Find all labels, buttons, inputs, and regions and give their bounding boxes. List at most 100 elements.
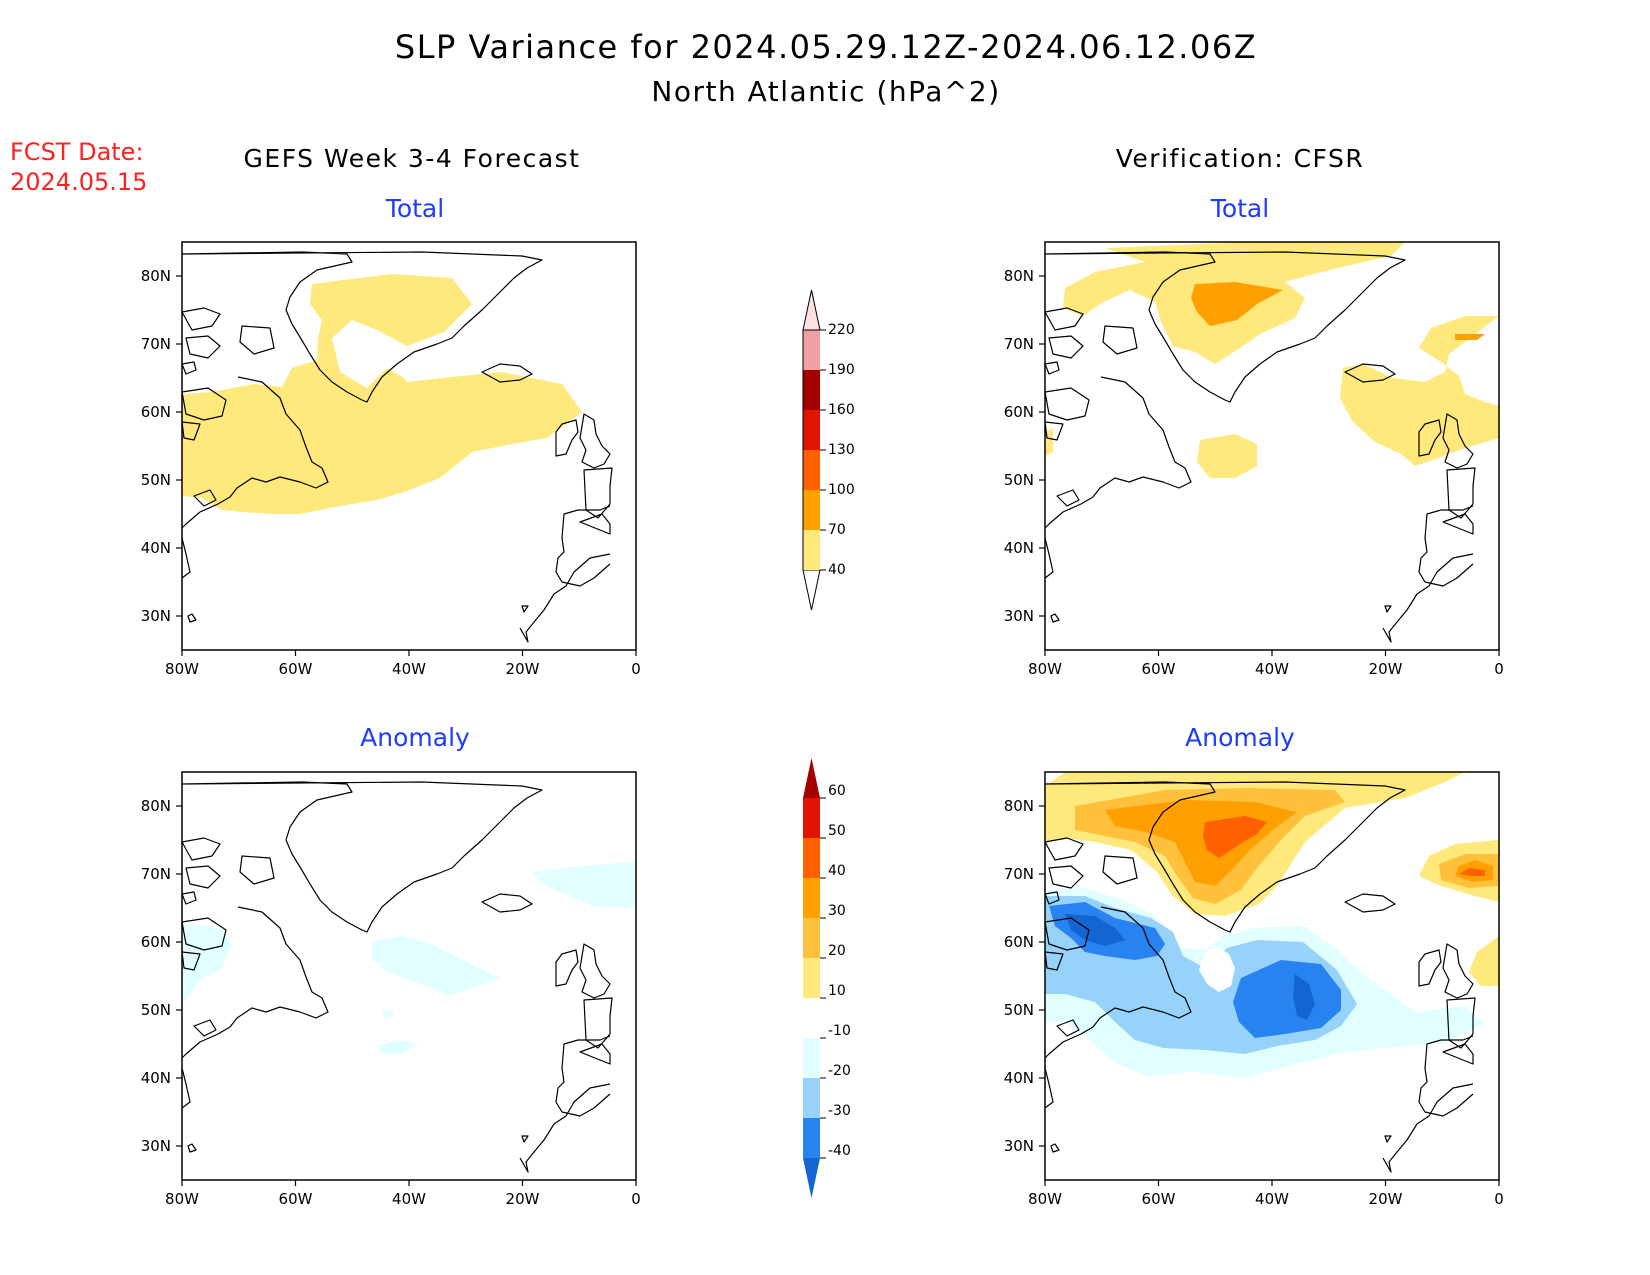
contour-40-70 (1340, 316, 1499, 466)
colorbar-tick-label: 70 (828, 522, 846, 538)
lat-tick-label: 50N (1004, 1001, 1034, 1019)
contour-neg10-neg20 (378, 1040, 418, 1054)
lat-tick-label: 70N (141, 865, 171, 883)
colorbar-end-triangle (802, 569, 821, 611)
colorbar-tick-label: 100 (828, 482, 855, 498)
lat-tick-label: 30N (1004, 607, 1034, 625)
panel-title-verification-anomaly: Anomaly (1185, 723, 1295, 752)
colorbar-swatch (803, 958, 820, 998)
colorbar-swatch (803, 1038, 820, 1078)
panel-forecast-anomaly: Anomaly 80W 60W 40W 20W 0 80N 70N 60N 50N 40N 30N (141, 723, 641, 1208)
lon-tick-label: 80W (165, 660, 199, 678)
colorbar-tick-label: 20 (828, 943, 846, 959)
colorbar-tick-label: 60 (828, 783, 846, 799)
colorbar-swatch (803, 1078, 820, 1118)
contour-40-70 (1197, 434, 1257, 478)
lon-tick-label: 20W (1369, 1190, 1403, 1208)
panel-title-forecast-total: Total (385, 194, 444, 223)
colorbar-swatch (803, 1118, 820, 1158)
lon-tick-label: 40W (392, 1190, 426, 1208)
lat-tick-label: 40N (141, 1069, 171, 1087)
colorbar-total: 40 70 100 130 160 190 220 (802, 289, 855, 611)
contour-neg10-neg20 (382, 1010, 394, 1018)
colorbar-tick-label: 160 (828, 402, 855, 418)
colorbar-tick-label: -30 (828, 1103, 851, 1119)
lat-tick-label: 50N (141, 1001, 171, 1019)
lat-tick-label: 40N (1004, 1069, 1034, 1087)
colorbar-tick-label: -10 (828, 1023, 851, 1039)
contour-70-100 (1455, 334, 1485, 340)
colorbar-tick-label: 40 (828, 562, 846, 578)
lat-tick-label: 60N (141, 933, 171, 951)
contour-40-50 (1203, 816, 1267, 858)
shaded-field (182, 862, 636, 1054)
lat-tick-label: 60N (1004, 403, 1034, 421)
contour-70-100 (1191, 282, 1283, 326)
colorbar-tick-label: 40 (828, 863, 846, 879)
lon-tick-label: 20W (506, 660, 540, 678)
colorbar-tick-label: -20 (828, 1063, 851, 1079)
lat-tick-label: 80N (1004, 267, 1034, 285)
contour-neg30-neg40 (1233, 960, 1341, 1038)
colorbar-swatch (803, 530, 820, 570)
colorbar-tick-label: 190 (828, 362, 855, 378)
lon-tick-label: 0 (631, 660, 641, 678)
lat-tick-label: 50N (1004, 471, 1034, 489)
lat-tick-label: 30N (141, 607, 171, 625)
lat-tick-label: 40N (1004, 539, 1034, 557)
lon-tick-label: 80W (1028, 660, 1062, 678)
shaded-field (182, 274, 582, 514)
contour-neg10-neg20 (532, 862, 636, 908)
colorbar-tick-label: 50 (828, 823, 846, 839)
colorbar-swatch (803, 490, 820, 530)
contour-neg10-neg20 (372, 936, 500, 996)
colorbar-end-triangle (803, 758, 820, 798)
contour-40-70 (182, 274, 582, 514)
lat-tick-label: 80N (141, 797, 171, 815)
colorbar-swatch (803, 838, 820, 878)
lon-tick-label: 60W (279, 1190, 313, 1208)
lat-tick-label: 40N (141, 539, 171, 557)
lon-tick-label: 80W (1028, 1190, 1062, 1208)
colorbar-tick-label: 10 (828, 983, 846, 999)
lon-tick-label: 0 (631, 1190, 641, 1208)
colorbar-tick-label: 130 (828, 442, 855, 458)
main-title: SLP Variance for 2024.05.29.12Z-2024.06.… (395, 28, 1257, 66)
main-subtitle: North Atlantic (hPa^2) (651, 75, 1000, 108)
lon-tick-label: 0 (1494, 660, 1504, 678)
left-column-title: GEFS Week 3-4 Forecast (244, 144, 581, 173)
contour-10-20 (1469, 936, 1499, 986)
fcst-date-label: FCST Date: (10, 138, 144, 166)
lat-tick-label: 70N (141, 335, 171, 353)
colorbar-swatch (803, 998, 820, 1038)
lat-tick-label: 80N (141, 267, 171, 285)
lon-tick-label: 40W (1255, 660, 1289, 678)
colorbar-swatch (803, 330, 820, 370)
lat-tick-label: 70N (1004, 335, 1034, 353)
fcst-date-value: 2024.05.15 (10, 168, 147, 196)
contour-below-neg40 (1293, 974, 1315, 1020)
lat-tick-label: 80N (1004, 797, 1034, 815)
lat-tick-label: 70N (1004, 865, 1034, 883)
positive-hole (1199, 946, 1235, 992)
colorbar-end-triangle (803, 1158, 820, 1198)
contour-neg10-neg20 (182, 924, 232, 1004)
shaded-field (1045, 242, 1499, 478)
lat-tick-label: 30N (1004, 1137, 1034, 1155)
colorbar-swatch (803, 410, 820, 450)
lon-tick-label: 20W (1369, 660, 1403, 678)
lon-tick-label: 60W (1142, 1190, 1176, 1208)
lon-tick-label: 20W (506, 1190, 540, 1208)
panel-verification-total: Total 80W 60W 40W 20W 0 80N 70N 60N 50N 40N 30N (1004, 194, 1504, 678)
colorbar-swatch (803, 798, 820, 838)
lat-tick-label: 30N (141, 1137, 171, 1155)
colorbar-end-triangle (802, 289, 821, 331)
lon-tick-label: 60W (1142, 660, 1176, 678)
colorbar-anomaly: -40 -30 -20 -10 10 20 30 40 50 60 (803, 758, 851, 1198)
panel-forecast-total: Total 80W 60W 40W 20W 0 80N 70N 60N 50N 40N 30N (141, 194, 641, 678)
colorbar-tick-label: -40 (828, 1143, 851, 1159)
lon-tick-label: 40W (392, 660, 426, 678)
colorbar-tick-label: 30 (828, 903, 846, 919)
panel-title-forecast-anomaly: Anomaly (360, 723, 470, 752)
